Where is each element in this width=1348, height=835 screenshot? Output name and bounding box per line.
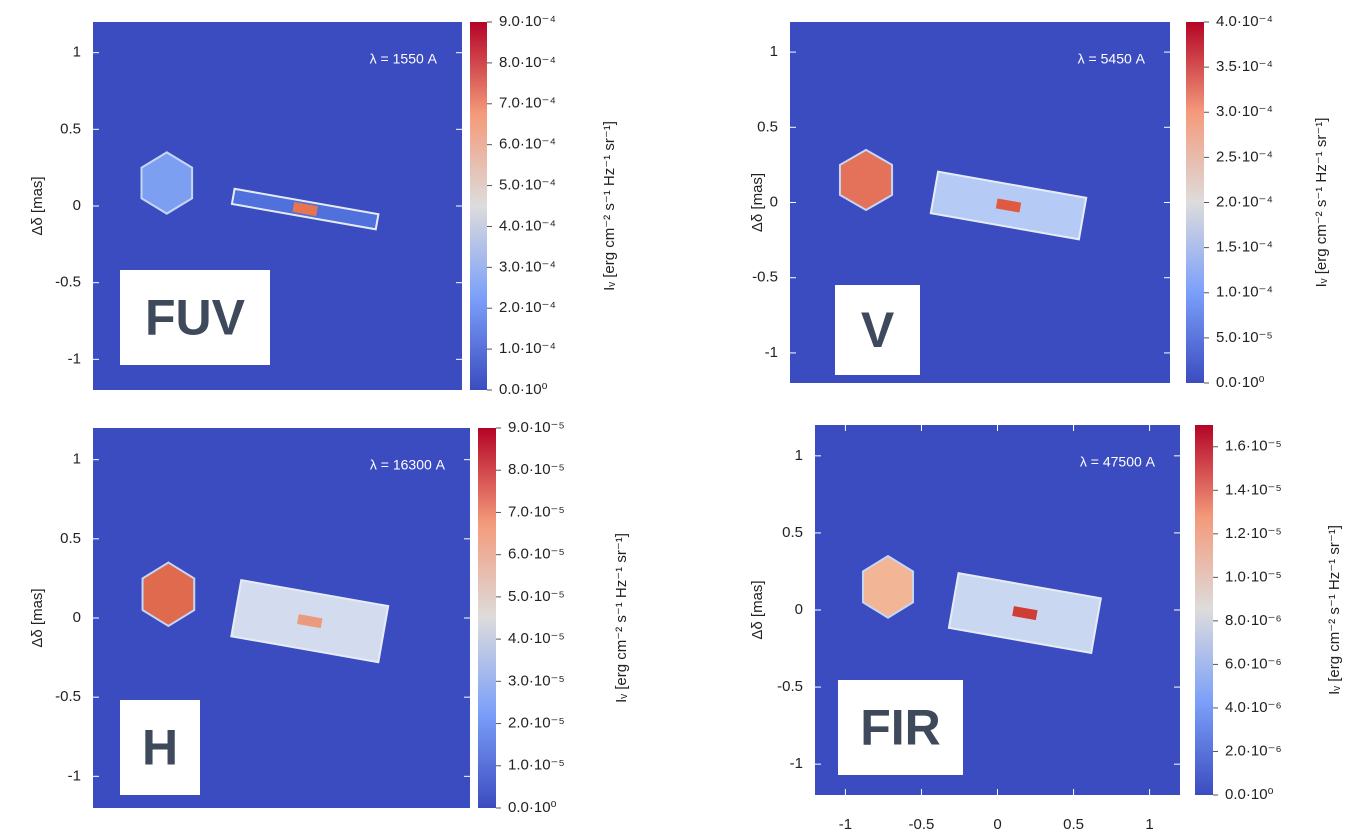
panel-label: FUV: [145, 290, 246, 346]
panel: -1 -0.5 0 0.5 1 Δδ [mas] λ = 16300 A H 0.0·10⁰ 1.…: [29, 419, 630, 816]
y-tick-label: -1: [68, 350, 81, 367]
colorbar: [470, 22, 487, 390]
colorbar-label: Iᵥ [erg cm⁻² s⁻¹ Hz⁻¹ sr⁻¹]: [1326, 525, 1343, 695]
colorbar-tick-label: 5.0·10⁻⁵: [1216, 329, 1273, 346]
figure: -1 -0.5 0 0.5 1 Δδ [mas] λ = 1550 A FUV 0.0·10⁰ 1…: [0, 0, 1348, 835]
colorbar-tick-label: 5.0·10⁻⁵: [508, 588, 565, 605]
panel: -1 -0.5 0 0.5 1 -1 -0.5 0 0.5 1 Δδ [mas] λ = 47500 …: [749, 425, 1343, 833]
x-tick-label: -0.5: [909, 816, 935, 833]
colorbar-tick-label: 1.0·10⁻⁴: [1216, 284, 1273, 301]
y-tick-label: 0.5: [60, 530, 81, 547]
y-tick-label: -0.5: [752, 269, 778, 286]
y-tick-label: 1: [73, 44, 81, 61]
colorbar-tick-label: 0.0·10⁰: [1225, 786, 1274, 803]
y-tick-label: -0.5: [55, 688, 81, 705]
colorbar-label: Iᵥ [erg cm⁻² s⁻¹ Hz⁻¹ sr⁻¹]: [1313, 118, 1330, 288]
panel-label: FIR: [860, 700, 941, 756]
colorbar: [478, 428, 496, 808]
y-tick-label: 0: [795, 601, 803, 618]
colorbar-tick-label: 9.0·10⁻⁴: [499, 13, 556, 30]
colorbar-tick-label: 4.0·10⁻⁶: [1225, 699, 1282, 716]
y-tick-label: 0.5: [60, 120, 81, 137]
colorbar-tick-label: 1.0·10⁻⁵: [508, 757, 565, 774]
y-axis-label: Δδ [mas]: [749, 580, 766, 639]
colorbar-tick-label: 3.0·10⁻⁴: [499, 258, 556, 275]
colorbar-tick-label: 1.6·10⁻⁵: [1225, 438, 1282, 455]
colorbar-tick-label: 4.0·10⁻⁴: [499, 217, 556, 234]
colorbar-tick-label: 4.0·10⁻⁵: [508, 630, 565, 647]
x-tick-label: 0: [993, 816, 1001, 833]
colorbar-tick-label: 6.0·10⁻⁴: [499, 136, 556, 153]
y-tick-label: 1: [770, 43, 778, 60]
y-tick-label: 1: [73, 451, 81, 468]
colorbar-tick-label: 1.4·10⁻⁵: [1225, 481, 1282, 498]
y-tick-label: -1: [68, 767, 81, 784]
colorbar-tick-label: 2.0·10⁻⁶: [1225, 742, 1282, 759]
colorbar-tick-label: 2.0·10⁻⁴: [499, 299, 556, 316]
colorbar-tick-label: 7.0·10⁻⁴: [499, 95, 556, 112]
colorbar-tick-label: 8.0·10⁻⁵: [508, 461, 565, 478]
colorbar-tick-label: 2.0·10⁻⁵: [508, 715, 565, 732]
colorbar-tick-label: 0.0·10⁰: [508, 799, 557, 816]
colorbar-tick-label: 6.0·10⁻⁵: [508, 546, 565, 563]
colorbar-tick-label: 3.0·10⁻⁴: [1216, 103, 1273, 120]
y-tick-label: 0: [73, 197, 81, 214]
colorbar-tick-label: 5.0·10⁻⁴: [499, 177, 556, 194]
colorbar-tick-label: 3.5·10⁻⁴: [1216, 58, 1273, 75]
y-tick-label: -0.5: [777, 678, 803, 695]
colorbar-tick-label: 0.0·10⁰: [1216, 374, 1265, 391]
panel-label: V: [861, 302, 895, 358]
colorbar-tick-label: 1.5·10⁻⁴: [1216, 239, 1273, 256]
x-tick-label: 0.5: [1063, 816, 1084, 833]
colorbar-tick-label: 1.0·10⁻⁴: [499, 340, 556, 357]
y-tick-label: 0.5: [757, 118, 778, 135]
x-tick-label: 1: [1145, 816, 1153, 833]
y-tick-label: 0: [73, 609, 81, 626]
annotation: λ = 5450 A: [1078, 51, 1146, 67]
annotation: λ = 16300 A: [370, 457, 446, 473]
panel-label: H: [142, 720, 178, 776]
colorbar-tick-label: 1.0·10⁻⁵: [1225, 568, 1282, 585]
colorbar-tick-label: 3.0·10⁻⁵: [508, 672, 565, 689]
colorbar: [1186, 22, 1204, 383]
colorbar-tick-label: 9.0·10⁻⁵: [508, 419, 565, 436]
y-tick-label: -1: [765, 344, 778, 361]
annotation: λ = 1550 A: [370, 51, 438, 67]
colorbar: [1195, 425, 1213, 795]
colorbar-label: Iᵥ [erg cm⁻² s⁻¹ Hz⁻¹ sr⁻¹]: [613, 533, 630, 703]
colorbar-tick-label: 2.0·10⁻⁴: [1216, 193, 1273, 210]
x-tick-label: -1: [839, 816, 852, 833]
panel: -1 -0.5 0 0.5 1 Δδ [mas] λ = 1550 A FUV 0.0·10⁰ 1…: [29, 13, 618, 398]
y-tick-label: -0.5: [55, 274, 81, 291]
page: -1 -0.5 0 0.5 1 Δδ [mas] λ = 1550 A FUV 0.0·10⁰ 1…: [0, 0, 1348, 835]
y-tick-label: 1: [795, 447, 803, 464]
colorbar-tick-label: 7.0·10⁻⁵: [508, 503, 565, 520]
y-axis-label: Δδ [mas]: [29, 176, 46, 235]
colorbar-tick-label: 4.0·10⁻⁴: [1216, 13, 1273, 30]
colorbar-tick-label: 0.0·10⁰: [499, 381, 548, 398]
y-tick-label: 0: [770, 193, 778, 210]
colorbar-tick-label: 8.0·10⁻⁶: [1225, 612, 1282, 629]
colorbar-tick-label: 1.2·10⁻⁵: [1225, 525, 1282, 542]
y-tick-label: -1: [790, 755, 803, 772]
colorbar-label: Iᵥ [erg cm⁻² s⁻¹ Hz⁻¹ sr⁻¹]: [601, 121, 618, 291]
colorbar-tick-label: 8.0·10⁻⁴: [499, 54, 556, 71]
y-axis-label: Δδ [mas]: [29, 588, 46, 647]
colorbar-tick-label: 6.0·10⁻⁶: [1225, 655, 1282, 672]
y-axis-label: Δδ [mas]: [749, 173, 766, 232]
y-tick-label: 0.5: [782, 524, 803, 541]
colorbar-tick-label: 2.5·10⁻⁴: [1216, 148, 1273, 165]
panel: -1 -0.5 0 0.5 1 Δδ [mas] λ = 5450 A V 0.0·10⁰ 5.0…: [749, 13, 1330, 391]
annotation: λ = 47500 A: [1080, 454, 1156, 470]
